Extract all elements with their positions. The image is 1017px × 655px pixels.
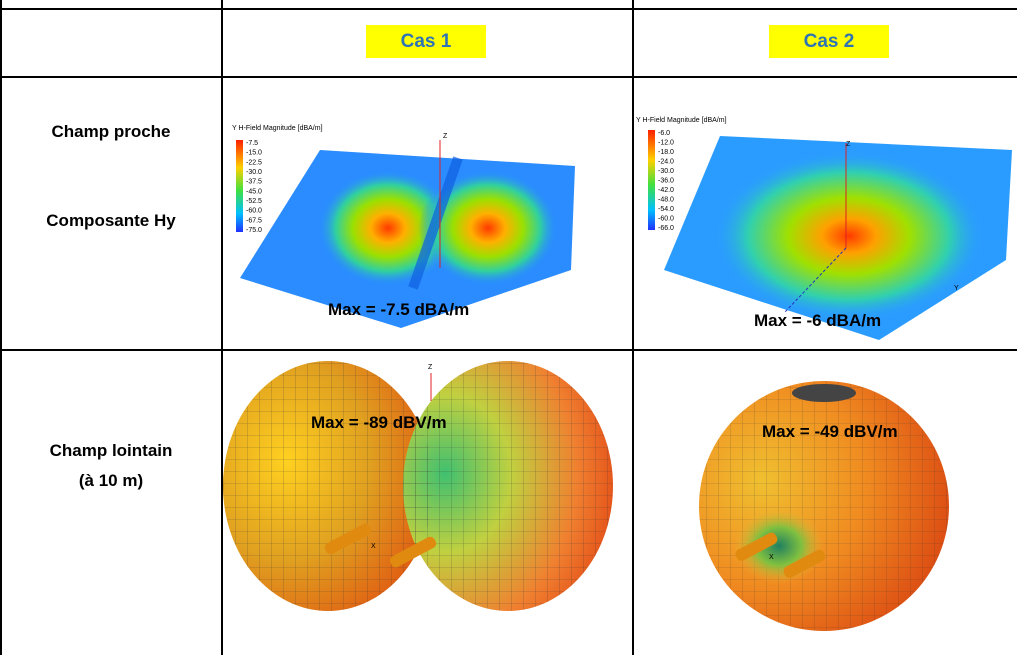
scale-label: -37.5 — [246, 179, 262, 186]
scale-label: -60.0 — [658, 216, 674, 223]
scale: -6.0 -12.0 -18.0 -24.0 -30.0 -36.0 -42.0 -48.0 -… — [658, 130, 674, 232]
legend-title: Y H-Field Magnitude [dBA/m] — [636, 117, 727, 124]
scale-label: -15.0 — [246, 150, 262, 157]
border — [0, 76, 1017, 78]
row-label: (à 10 m) — [78, 471, 144, 490]
scale-label: -54.0 — [658, 206, 674, 213]
row-label: Champ proche — [51, 122, 171, 141]
axis-label: X — [769, 554, 774, 561]
scale-label: -6.0 — [658, 130, 670, 137]
scale-label: -42.0 — [658, 187, 674, 194]
scale-label: -12.0 — [658, 140, 674, 147]
scale-label: -36.0 — [658, 178, 674, 185]
antenna — [324, 523, 372, 555]
colorbar — [236, 140, 243, 232]
mesh — [223, 361, 433, 611]
axis-label: Y — [954, 285, 959, 292]
row-label: Champ lointain — [49, 441, 173, 460]
near-field-plot: Y H-Field Magnitude [dBA/m] Z Y -6.0 -12.… — [636, 117, 1012, 340]
scale-label: -45.0 — [246, 188, 262, 195]
scale-label: -18.0 — [658, 149, 674, 156]
axis-label: Z — [428, 364, 433, 371]
max-label: Max = -7.5 dBA/m — [328, 300, 469, 319]
axis-label: Z — [443, 133, 448, 140]
max-label: Max = -89 dBV/m — [311, 413, 447, 432]
mesh — [699, 381, 949, 631]
antenna — [783, 549, 826, 578]
far-field-plot: Z X Max = -89 dBV/m — [223, 361, 613, 611]
axis-label: X — [371, 543, 376, 550]
max-label: Max = -6 dBA/m — [754, 311, 881, 330]
scale-label: -24.0 — [658, 159, 674, 166]
row-label: Composante Hy — [46, 211, 176, 230]
mesh — [403, 361, 613, 611]
lobe — [418, 170, 558, 286]
antenna — [735, 532, 778, 561]
scale-label: -30.0 — [658, 168, 674, 175]
far-field-plot: X Max = -49 dBV/m — [699, 381, 949, 631]
scale: -7.5 -15.0 -22.5 -30.0 -37.5 -45.0 -52.5 -60.0 -… — [246, 140, 262, 234]
near-field-plot: Y H-Field Magnitude [dBA/m] Z -7.5-15.0-… — [232, 125, 575, 328]
column-header: Cas 1 — [366, 25, 486, 58]
border — [0, 349, 1017, 351]
scale-label: -60.0 — [246, 208, 262, 215]
border — [221, 0, 223, 655]
lobe — [714, 151, 984, 321]
colorbar — [648, 130, 655, 230]
max-label: Max = -49 dBV/m — [762, 422, 898, 441]
column-header: Cas 2 — [769, 25, 889, 58]
border — [632, 0, 634, 655]
border — [0, 0, 2, 655]
scale-label: -52.5 — [246, 198, 262, 205]
axis-label: Z — [846, 141, 851, 148]
scale-label: -30.0 — [246, 169, 262, 176]
scale-label: -7.5 — [246, 140, 258, 147]
top-opening — [792, 384, 856, 402]
legend-title: Y H-Field Magnitude [dBA/m] — [232, 125, 323, 132]
border — [0, 8, 1017, 10]
scale-label: -22.5 — [246, 159, 262, 166]
antenna — [389, 536, 437, 568]
scale-label: -48.0 — [658, 197, 674, 204]
scale-label: -75.0 — [246, 227, 262, 234]
null-band — [408, 156, 463, 290]
scale-label: -66.0 — [658, 225, 674, 232]
scale-label: -67.5 — [246, 217, 262, 224]
